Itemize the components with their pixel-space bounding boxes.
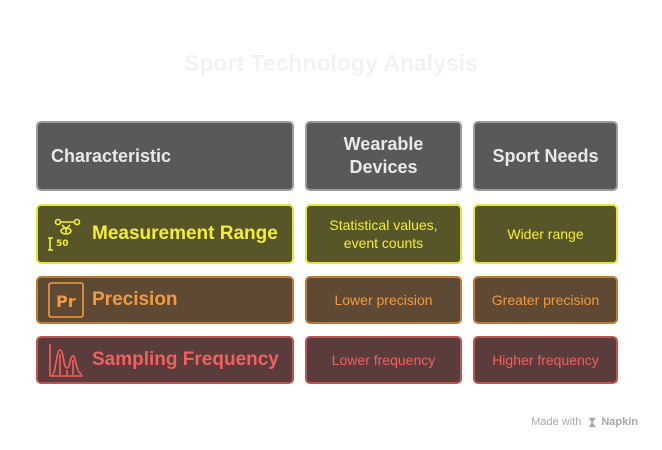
row-measurement-range-text: Measurement Range [92, 223, 278, 244]
measurement-icon: 50 [48, 218, 81, 251]
precision-wearable-text: Lower precision [334, 292, 433, 308]
frequency-wearable-text: Lower frequency [331, 352, 436, 368]
footer-brand: Napkin [601, 416, 638, 428]
footer-made-with: Made with [531, 416, 582, 428]
svg-text:50: 50 [56, 239, 69, 249]
header-wearable-label: Wearable Devices [343, 134, 424, 177]
row-precision-text: Precision [92, 289, 178, 310]
frequency-icon [49, 344, 83, 377]
header-wearable-devices: Wearable Devices [305, 121, 462, 191]
header-characteristic: Characteristic [36, 121, 294, 191]
napkin-logo-icon [589, 417, 597, 427]
row-measurement-range-sport-needs: Wider range [473, 204, 618, 264]
row-sampling-frequency-sport-needs: Higher frequency [473, 336, 618, 384]
precision-icon: Pr [48, 282, 84, 318]
header-sport-needs-label: Sport Needs [492, 145, 599, 166]
diagram-title: Sport Technology Analysis [184, 50, 478, 76]
row-precision-wearable: Lower precision [305, 276, 462, 324]
frequency-sport-needs-text: Higher frequency [492, 352, 599, 368]
row-measurement-range-wearable: Statistical values, event counts [305, 204, 462, 264]
header-characteristic-label: Characteristic [51, 145, 172, 166]
row-precision-label: Pr Precision [36, 276, 294, 324]
row-sampling-frequency-label: Sampling Frequency [36, 336, 294, 384]
header-sport-needs: Sport Needs [473, 121, 618, 191]
row-precision-sport-needs: Greater precision [473, 276, 618, 324]
svg-text:Pr: Pr [56, 292, 76, 311]
row-measurement-range-label: 50 Measurement Range [36, 204, 294, 264]
precision-sport-needs-text: Greater precision [491, 292, 600, 308]
footer-watermark: Made with Napkin [531, 416, 638, 428]
measurement-wearable-text: Statistical values, event counts [329, 217, 438, 251]
row-sampling-frequency-text: Sampling Frequency [92, 349, 279, 370]
measurement-sport-needs-text: Wider range [507, 226, 584, 242]
row-sampling-frequency-wearable: Lower frequency [305, 336, 462, 384]
